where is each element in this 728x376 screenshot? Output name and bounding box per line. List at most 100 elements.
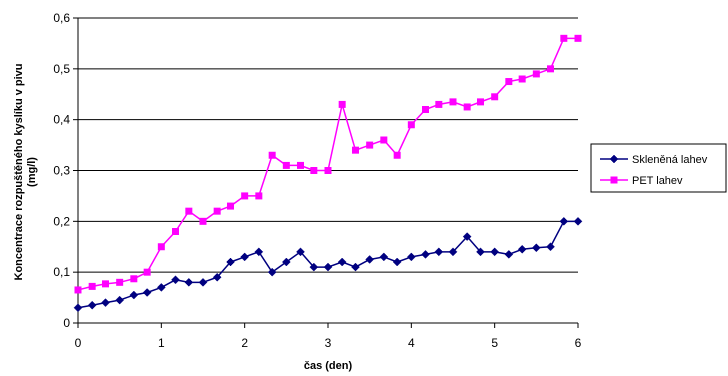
x-tick-labels: 0 1 2 3 4 5 6 — [75, 323, 582, 350]
y-tick-label-3: 0,3 — [53, 164, 70, 178]
data-point-s0-21 — [365, 255, 375, 264]
data-point-s1-11 — [227, 202, 234, 210]
data-point-s1-17 — [310, 167, 318, 174]
data-point-s0-25 — [421, 250, 430, 259]
data-point-s1-33 — [532, 70, 540, 78]
data-point-s1-21 — [366, 141, 374, 149]
data-point-s1-9 — [199, 217, 207, 225]
data-point-s0-6 — [156, 283, 166, 292]
data-point-s1-15 — [282, 161, 290, 169]
series-0 — [73, 216, 583, 313]
data-point-s0-32 — [517, 244, 527, 254]
grid-lines — [78, 17, 578, 273]
data-point-s0-35 — [559, 216, 569, 226]
data-point-s1-28 — [463, 103, 471, 111]
data-point-s0-14 — [267, 267, 277, 277]
legend-label-pet: PET lahev — [632, 175, 683, 187]
x-tick-label-5: 5 — [491, 336, 498, 350]
data-point-s0-11 — [226, 257, 235, 267]
data-point-s0-33 — [531, 243, 541, 253]
data-point-s1-35 — [560, 34, 568, 42]
y-tick-label-5: 0,5 — [53, 62, 70, 76]
data-point-s1-12 — [241, 192, 249, 200]
data-point-s1-32 — [518, 75, 526, 83]
x-tick-label-2: 2 — [241, 336, 248, 350]
data-point-s0-19 — [337, 257, 347, 267]
data-point-s1-16 — [297, 161, 304, 169]
data-point-s1-1 — [88, 282, 96, 290]
data-point-s1-18 — [324, 167, 332, 174]
data-point-s0-28 — [462, 232, 472, 241]
y-tick-label-0: 0 — [63, 316, 70, 330]
data-point-s1-14 — [268, 151, 276, 159]
data-point-s1-7 — [172, 228, 179, 235]
data-point-s0-2 — [101, 298, 110, 308]
data-point-s1-23 — [393, 151, 401, 159]
x-tick-label-0: 0 — [75, 336, 82, 350]
data-point-s1-22 — [380, 136, 388, 144]
data-point-s1-20 — [352, 146, 359, 154]
data-point-s0-23 — [392, 257, 402, 267]
data-point-s0-7 — [171, 275, 180, 285]
data-point-s1-0 — [74, 286, 82, 294]
data-point-s1-19 — [338, 100, 346, 108]
data-point-s1-29 — [477, 98, 484, 106]
data-point-s1-3 — [116, 278, 124, 286]
data-point-s1-34 — [547, 65, 554, 73]
data-point-s0-24 — [406, 252, 416, 262]
series-layer — [73, 34, 583, 313]
data-point-s0-36 — [573, 216, 583, 226]
data-point-s0-27 — [448, 247, 458, 257]
x-tick-label-4: 4 — [408, 336, 415, 350]
y-tick-label-2: 0,2 — [53, 214, 70, 228]
legend-marker-pet — [610, 176, 618, 184]
y-axis-title-group: Koncentrace rozpuštěného kyslíku v pivu … — [13, 63, 38, 280]
data-point-s1-30 — [491, 93, 499, 101]
data-point-s1-6 — [157, 243, 165, 251]
data-point-s1-24 — [407, 121, 415, 129]
data-point-s1-2 — [102, 280, 109, 288]
data-point-s0-22 — [379, 252, 389, 262]
data-point-s0-17 — [309, 262, 319, 272]
legend-box — [590, 143, 727, 193]
data-point-s1-36 — [574, 34, 582, 42]
data-point-s1-31 — [505, 78, 513, 86]
legend-label-sklenena: Skleněná lahev — [632, 154, 708, 166]
legend: Skleněná lahev PET lahev — [590, 143, 727, 193]
data-point-s0-15 — [281, 257, 291, 267]
data-point-s1-8 — [185, 207, 193, 215]
y-axis-title-line1: Koncentrace rozpuštěného kyslíku v pivu — [13, 63, 25, 280]
data-point-s0-30 — [490, 247, 500, 257]
data-point-s0-3 — [115, 295, 125, 305]
data-point-s0-9 — [198, 277, 208, 287]
legend-marker-sklenena — [609, 154, 619, 164]
y-tick-label-1: 0,1 — [53, 265, 70, 279]
data-point-s0-0 — [73, 303, 83, 313]
data-point-s1-27 — [449, 98, 457, 106]
y-tick-label-4: 0,4 — [53, 113, 70, 127]
y-tick-labels: 0 0,1 0,2 0,3 0,4 0,5 0,6 — [53, 11, 78, 330]
data-point-s0-8 — [184, 277, 194, 287]
data-point-s0-20 — [351, 262, 360, 272]
data-point-s1-10 — [213, 207, 221, 215]
data-point-s0-5 — [142, 288, 152, 297]
data-point-s0-13 — [254, 247, 264, 257]
data-point-s0-10 — [212, 272, 222, 282]
data-point-s0-12 — [240, 252, 250, 262]
data-point-s0-16 — [296, 247, 305, 257]
x-axis-title: čas (den) — [304, 360, 353, 372]
series-line-1 — [77, 37, 578, 291]
data-point-s0-26 — [434, 247, 444, 257]
data-point-s0-34 — [546, 242, 555, 252]
x-tick-label-1: 1 — [158, 336, 165, 350]
data-point-s1-13 — [255, 192, 263, 200]
x-tick-label-3: 3 — [325, 336, 332, 350]
series-1 — [74, 34, 582, 294]
data-point-s1-26 — [435, 100, 443, 108]
data-point-s1-4 — [130, 275, 138, 283]
data-point-s0-1 — [87, 300, 97, 310]
y-tick-label-6: 0,6 — [53, 11, 70, 25]
data-point-s1-5 — [143, 268, 151, 276]
data-point-s0-31 — [504, 250, 514, 259]
